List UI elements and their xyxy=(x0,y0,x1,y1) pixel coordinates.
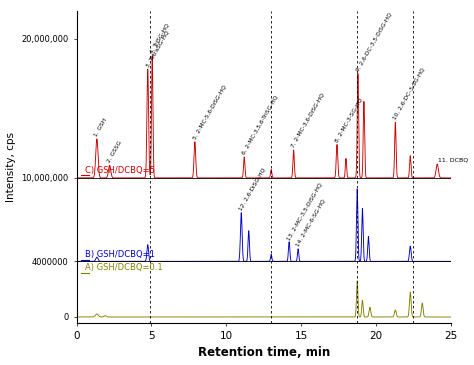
Text: 12. 2,6-DiSG-HQ: 12. 2,6-DiSG-HQ xyxy=(238,167,266,212)
Text: 6. 2-MC-3,5,6-TriSG-HQ: 6. 2-MC-3,5,6-TriSG-HQ xyxy=(241,95,279,155)
Text: 10. 2,6-DC-3-SG-HQ: 10. 2,6-DC-3-SG-HQ xyxy=(392,67,426,120)
Text: 7. 2-MC-3,6-DiSG-HQ: 7. 2-MC-3,6-DiSG-HQ xyxy=(291,92,326,149)
Text: 14. 2-MC-6-SG-HQ: 14. 2-MC-6-SG-HQ xyxy=(295,199,326,248)
Text: 2. GSSG: 2. GSSG xyxy=(107,140,123,164)
X-axis label: Retention time, min: Retention time, min xyxy=(198,346,330,360)
Text: 11. DCBQ: 11. DCBQ xyxy=(438,158,468,163)
Text: A) GSH/DCBQ=0.1: A) GSH/DCBQ=0.1 xyxy=(85,264,162,273)
Text: 3. TetraSG-HQ: 3. TetraSG-HQ xyxy=(145,29,170,68)
Text: 1. GSH: 1. GSH xyxy=(94,117,108,137)
Text: B) GSH/DCBQ=1: B) GSH/DCBQ=1 xyxy=(85,250,155,259)
Y-axis label: Intensity, cps: Intensity, cps xyxy=(6,132,16,202)
Text: 4. TriSG-HQ: 4. TriSG-HQ xyxy=(149,22,170,54)
Text: 5. 2-MC-5,6-DiSG-HQ: 5. 2-MC-5,6-DiSG-HQ xyxy=(192,84,227,140)
Text: 8. 2-MC-3-SG-HQ: 8. 2-MC-3-SG-HQ xyxy=(334,97,363,143)
Text: 9. 2,6-DC-3,5-DiSG-HQ: 9. 2,6-DC-3,5-DiSG-HQ xyxy=(355,12,392,72)
Text: C) GSH/DCBQ=5: C) GSH/DCBQ=5 xyxy=(85,166,155,175)
Text: 13. 2-MC-3,5-DiSG-HQ: 13. 2-MC-3,5-DiSG-HQ xyxy=(286,181,323,241)
